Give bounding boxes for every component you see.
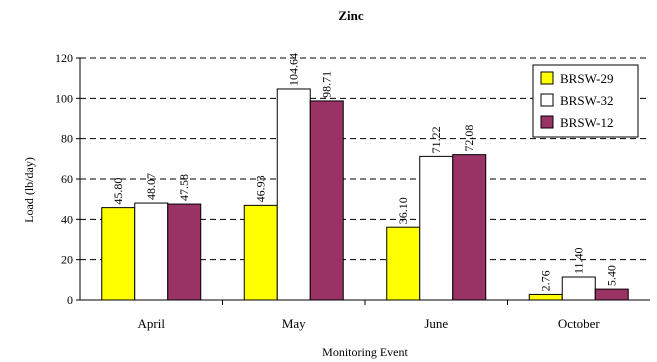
x-tick-label: April [138,316,166,331]
data-labels: 45.80 48.07 47.58 46.93 104.64 98.71 36.10 71.2… [111,53,619,291]
data-label: 47.58 [177,174,191,201]
bar-brsw-12-october [594,288,629,301]
data-label: 48.07 [144,173,158,200]
bar-brsw-29-may [243,204,278,301]
y-axis-label: Load (lb/day) [22,157,36,223]
data-label: 11.40 [572,247,586,274]
x-axis-label: Monitoring Event [322,345,408,359]
bar-brsw-32-october [561,276,596,301]
legend: BRSW-29 BRSW-32 BRSW-12 [532,64,639,138]
bar-brsw-32-april [134,202,169,301]
y-tick-label: 40 [61,212,73,226]
y-tick-label: 120 [55,51,73,65]
bar-brsw-12-may [309,100,344,301]
data-label: 2.76 [539,270,553,291]
y-tick-label: 60 [61,172,73,186]
bar-brsw-29-april [101,207,136,301]
data-label: 36.10 [396,197,410,224]
y-tick-label: 0 [67,293,73,307]
legend-swatch [540,71,554,85]
y-tick-label: 20 [61,253,73,267]
legend-label: BRSW-32 [560,93,613,108]
bar-brsw-32-june [419,155,454,301]
data-label: 98.71 [320,71,334,98]
y-tick-label: 100 [55,91,73,105]
bar-brsw-12-june [452,154,487,301]
chart-title: Zinc [338,8,364,23]
data-label: 71.22 [429,126,443,153]
y-tick-label: 80 [61,132,73,146]
bar-brsw-29-june [386,226,421,301]
legend-label: BRSW-29 [560,71,613,86]
bars [101,88,629,301]
bar-brsw-32-may [276,88,311,301]
x-tick-label: May [282,316,306,331]
x-tick-label: June [424,316,448,331]
data-label: 46.93 [254,175,268,202]
x-tick-label: October [558,316,601,331]
data-label: 104.64 [287,53,301,86]
legend-label: BRSW-12 [560,115,613,130]
legend-swatch [540,93,554,107]
data-label: 5.40 [605,265,619,286]
data-label: 72.08 [462,125,476,152]
bar-brsw-29-october [528,293,563,301]
data-label: 45.80 [111,178,125,205]
bar-brsw-12-april [167,203,202,301]
legend-swatch [540,115,554,129]
axes: 0 20 40 60 80 100 120 April May June October [55,51,650,331]
